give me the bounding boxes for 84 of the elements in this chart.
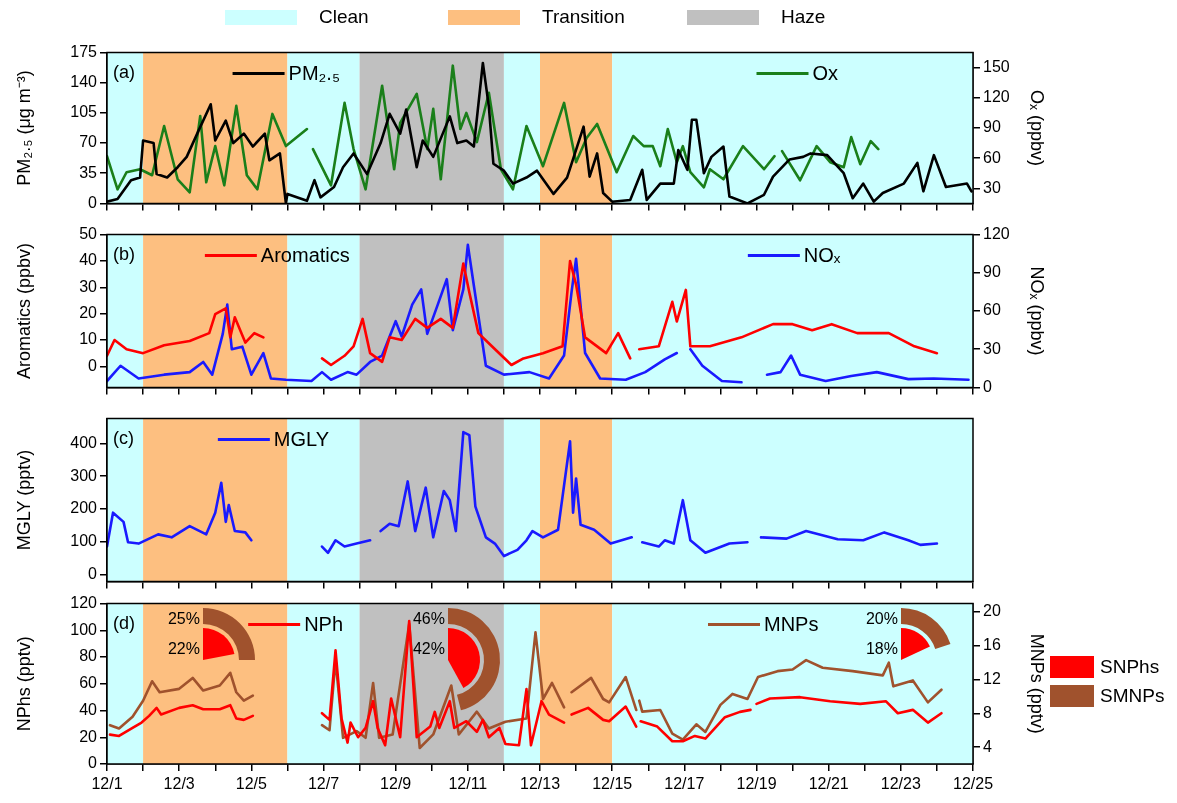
category-label: SMNPs <box>1100 684 1165 707</box>
x-tick-label: 12/1 <box>91 775 123 793</box>
y-tick-label: 0 <box>88 193 98 211</box>
y-tick-label: 400 <box>70 433 98 451</box>
y-tick-label: 50 <box>79 225 98 243</box>
annotation: (a) <box>113 61 135 82</box>
x-tick-label: 12/13 <box>519 775 561 793</box>
data-label: 22% <box>168 640 201 657</box>
y-tick-label: 0 <box>88 565 98 583</box>
y-axis-title: PM₂.₅ (μg m⁻³) <box>13 70 34 186</box>
x-tick-label: 12/21 <box>808 775 849 793</box>
legend-label: Transition <box>542 6 625 28</box>
legend-label: NOₓ <box>803 244 841 267</box>
x-tick-label: 12/7 <box>307 775 340 793</box>
y-axis-title: MGLY (pptv) <box>13 449 34 551</box>
x-tick-label: 12/25 <box>952 775 994 793</box>
y2-tick-label: 8 <box>983 703 992 721</box>
x-tick-label: 12/5 <box>235 775 268 793</box>
ring-gauge: 18% 20% <box>841 605 960 718</box>
ring-gauge: 42% 46% <box>388 605 507 718</box>
y-tick-label: 0 <box>88 754 98 772</box>
y2-tick-label: 4 <box>983 737 992 755</box>
y-axis-title: NPhs (pptv) <box>13 636 34 732</box>
y-tick-label: 0 <box>88 356 98 374</box>
data-label: 42% <box>413 640 446 657</box>
x-tick-label: 12/11 <box>448 775 488 793</box>
y-tick-label: 120 <box>70 594 98 612</box>
ring-gauge: 22% 25% <box>143 605 262 718</box>
legend-label: PM₂.₅ <box>288 62 340 85</box>
legend-label: Haze <box>781 6 826 28</box>
x-tick-label: 12/19 <box>736 775 777 793</box>
category-label: SNPhs <box>1100 655 1160 678</box>
y-tick-label: 10 <box>79 330 98 348</box>
annotation: (c) <box>113 427 134 448</box>
y-tick-label: 20 <box>79 304 98 322</box>
y-tick-label: 140 <box>70 73 98 91</box>
x-tick-label: 12/9 <box>380 775 412 793</box>
legend-label: NPh <box>304 613 344 636</box>
y2-axis-title: MNPs (pptv) <box>1027 633 1048 734</box>
y-tick-label: 20 <box>79 727 98 745</box>
data-label: 20% <box>866 610 899 627</box>
y-tick-label: 100 <box>70 620 98 638</box>
y2-tick-label: 120 <box>983 88 1010 106</box>
y2-tick-label: 30 <box>983 178 1001 196</box>
annotation: (d) <box>113 612 135 633</box>
y2-tick-label: 30 <box>983 339 1001 357</box>
y-tick-label: 40 <box>79 700 98 718</box>
legend-label: Clean <box>319 6 369 28</box>
legend-label: MNPs <box>764 613 819 636</box>
y2-tick-label: 12 <box>983 669 1001 687</box>
y-tick-label: 35 <box>79 163 98 181</box>
y-tick-label: 60 <box>79 674 98 692</box>
y2-tick-label: 60 <box>983 301 1001 319</box>
x-tick-label: 12/15 <box>592 775 633 793</box>
legend-label: Aromatics <box>260 244 350 267</box>
y2-tick-label: 60 <box>983 148 1001 166</box>
legend-label: Ox <box>812 62 839 85</box>
data-label: 46% <box>413 610 446 627</box>
y-tick-label: 105 <box>70 103 98 121</box>
y2-tick-label: 16 <box>983 636 1001 654</box>
y-tick-label: 70 <box>79 133 98 151</box>
data-label: 25% <box>168 610 201 627</box>
y-tick-label: 200 <box>70 499 98 517</box>
y2-tick-label: 0 <box>983 377 992 395</box>
y-tick-label: 40 <box>79 251 98 269</box>
y2-axis-title: NOₓ (ppbv) <box>1027 266 1048 356</box>
y2-tick-label: 20 <box>983 602 1001 620</box>
x-tick-label: 12/23 <box>880 775 921 793</box>
y2-tick-label: 90 <box>983 118 1001 136</box>
y-tick-label: 80 <box>79 647 98 665</box>
y2-tick-label: 90 <box>983 263 1001 281</box>
y2-tick-label: 150 <box>983 58 1010 76</box>
y2-tick-label: 120 <box>983 225 1010 243</box>
y-axis-title: Aromatics (ppbv) <box>13 242 34 380</box>
legend-label: MGLY <box>273 428 330 451</box>
y-tick-label: 30 <box>79 277 98 295</box>
x-tick-label: 12/17 <box>664 775 705 793</box>
x-tick-label: 12/3 <box>163 775 195 793</box>
y-tick-label: 100 <box>70 532 98 550</box>
data-label: 18% <box>866 640 899 657</box>
y-tick-label: 300 <box>70 466 98 484</box>
annotation: (b) <box>113 243 135 264</box>
y-tick-label: 175 <box>70 43 98 61</box>
y2-axis-title: Oₓ (ppbv) <box>1027 90 1048 166</box>
